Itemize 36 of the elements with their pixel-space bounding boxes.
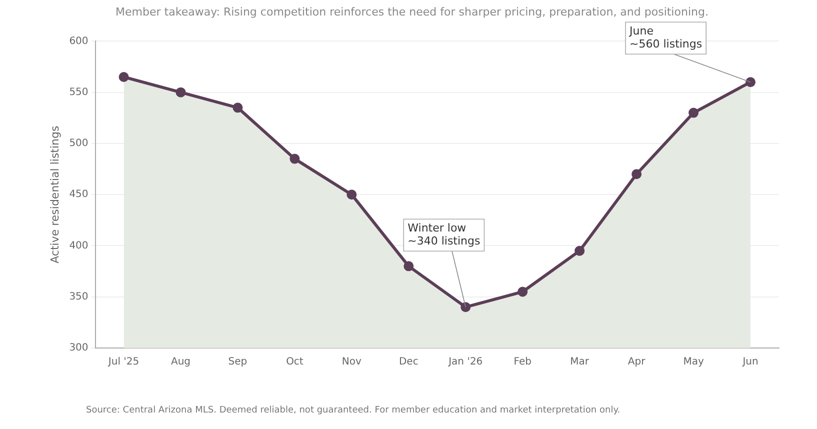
source-note: Source: Central Arizona MLS. Deemed reliable, not guaranteed. For member education and market interpretation only. — [86, 405, 620, 416]
x-tick-label: Dec — [398, 356, 418, 368]
y-tick-label: 400 — [69, 240, 88, 252]
point — [632, 169, 642, 180]
y-axis-title: Active residential listings — [48, 126, 62, 264]
x-tick-label: Jul '25 — [107, 356, 140, 368]
point — [346, 190, 357, 200]
point — [460, 302, 471, 312]
x-tick-label: Apr — [628, 356, 646, 368]
point — [176, 87, 186, 98]
y-tick-label: 350 — [69, 291, 88, 302]
x-tick-label: Mar — [570, 356, 590, 368]
x-tick-label: Sep — [228, 356, 248, 368]
point — [574, 246, 585, 256]
point — [746, 77, 756, 88]
x-tick-label: Oct — [286, 356, 304, 368]
annotation: Winter low ~340 listings — [408, 221, 481, 248]
point — [118, 72, 129, 82]
x-tick-label: Aug — [170, 356, 191, 368]
point — [232, 102, 243, 113]
chart-subtitle: Member takeaway: Rising competition reinforces the need for sharper pricing, preparation, and positioning. — [116, 5, 708, 18]
y-tick-label: 300 — [69, 342, 88, 354]
x-tick-label: Jun — [742, 356, 758, 368]
annotation: June ~560 listings — [628, 24, 702, 50]
y-tick-label: 500 — [69, 138, 88, 150]
x-tick-label: Jan '26 — [448, 356, 483, 368]
x-tick-label: Nov — [342, 356, 362, 368]
point — [290, 154, 300, 164]
point — [518, 286, 528, 297]
y-tick-label: 450 — [69, 189, 88, 200]
point — [688, 108, 699, 118]
y-tick-label: 600 — [69, 36, 88, 47]
y-tick-label: 550 — [69, 86, 88, 98]
point — [404, 261, 414, 272]
x-tick-label: Feb — [514, 356, 532, 368]
x-tick-label: May — [683, 356, 704, 368]
